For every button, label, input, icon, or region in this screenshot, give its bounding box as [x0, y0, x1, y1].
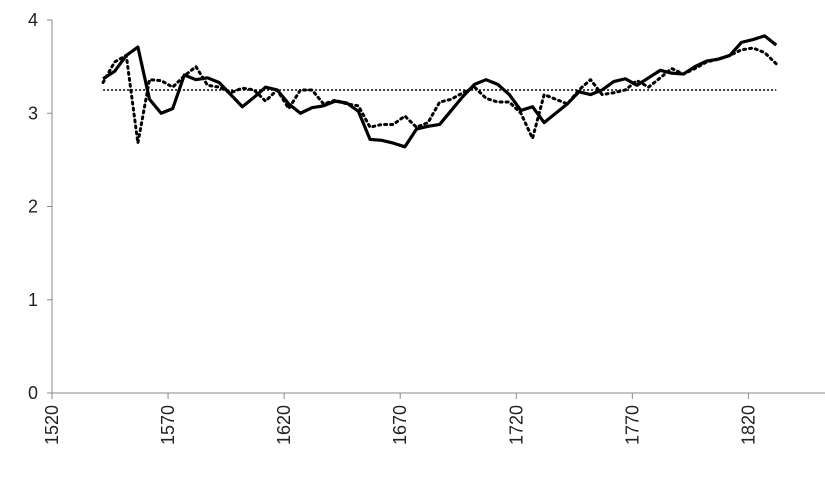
x-tick-label: 1670 [390, 405, 410, 445]
x-tick-label: 1620 [274, 405, 294, 445]
y-tick-label: 1 [28, 290, 38, 310]
x-tick-label: 1770 [622, 405, 642, 445]
y-tick-label: 0 [28, 383, 38, 403]
x-tick-label: 1520 [42, 405, 62, 445]
series-line [101, 46, 778, 145]
series-line [102, 34, 778, 149]
x-tick-label: 1720 [506, 405, 526, 445]
x-tick-label: 1570 [158, 405, 178, 445]
y-tick-label: 2 [28, 197, 38, 217]
x-tick-label: 1820 [738, 405, 758, 445]
y-tick-label: 4 [28, 10, 38, 30]
y-tick-label: 3 [28, 103, 38, 123]
